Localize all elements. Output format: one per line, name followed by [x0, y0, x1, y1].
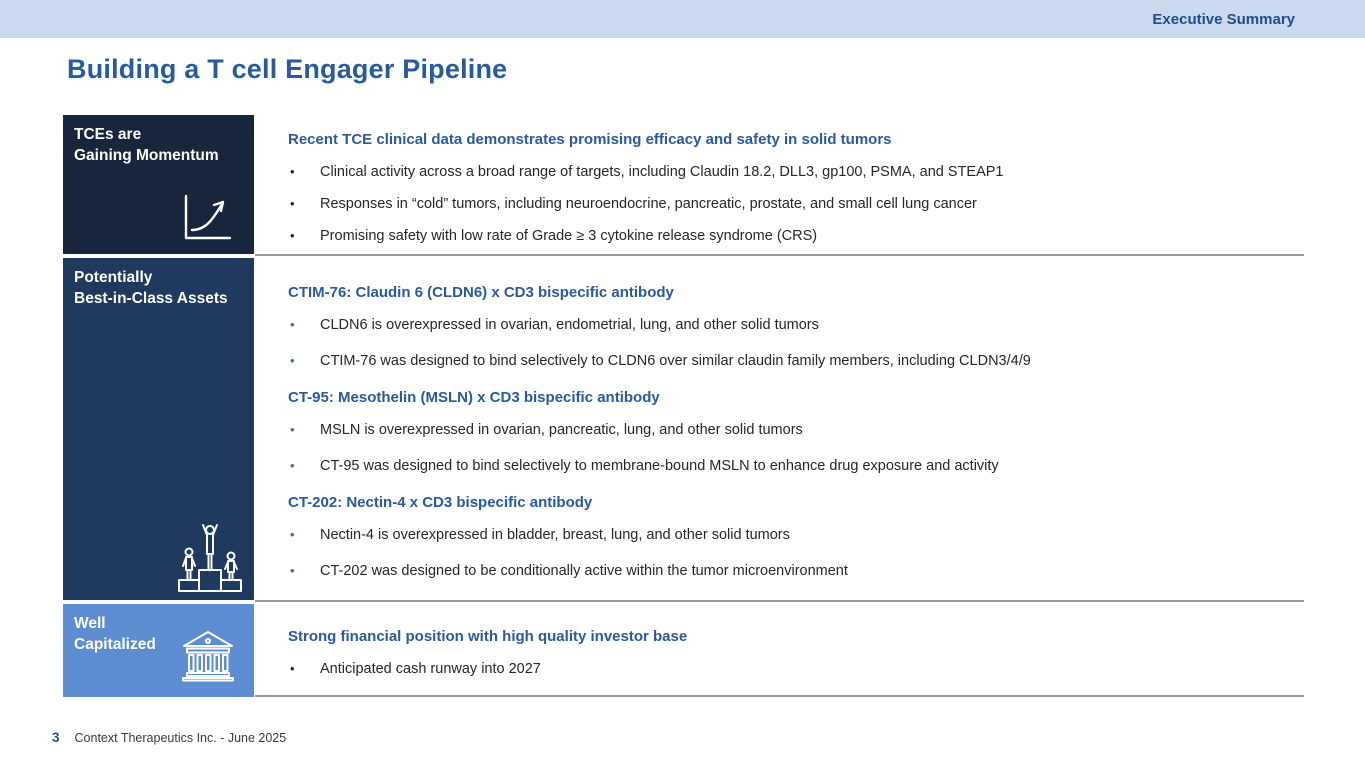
winner-podium-icon: [178, 524, 242, 592]
bullet-item: • Promising safety with low rate of Grad…: [288, 226, 1308, 246]
bullet-item: • Nectin-4 is overexpressed in bladder, …: [288, 525, 1308, 545]
bullet-marker: •: [290, 458, 295, 473]
box-label: TCEs are Gaining Momentum: [74, 126, 219, 164]
bullet-text: Anticipated cash runway into 2027: [320, 661, 541, 677]
section-ctim76: CTIM-76: Claudin 6 (CLDN6) x CD3 bispeci…: [288, 283, 1308, 371]
section-divider: [255, 600, 1304, 602]
growth-chart-icon: [184, 194, 232, 240]
bullet-marker: •: [290, 353, 295, 368]
bullet-item: • CT-95 was designed to bind selectively…: [288, 456, 1308, 476]
section-heading: Strong financial position with high qual…: [288, 628, 688, 645]
bullet-text: Responses in “cold” tumors, including ne…: [320, 196, 977, 212]
slide-header-bar: Executive Summary: [0, 0, 1365, 38]
bullet-marker: •: [290, 228, 295, 243]
header-label: Executive Summary: [1152, 10, 1295, 28]
bullet-item: • CLDN6 is overexpressed in ovarian, end…: [288, 315, 1308, 335]
sidebar-box-well-capitalized: Well Capitalized: [63, 604, 254, 697]
bullet-text: CT-202 was designed to be conditionally …: [320, 563, 848, 579]
bullet-text: MSLN is overexpressed in ovarian, pancre…: [320, 422, 803, 438]
slide-footer: 3 Context Therapeutics Inc. - June 2025: [52, 730, 286, 745]
page-number: 3: [52, 730, 60, 745]
box-label: Well Capitalized: [74, 615, 156, 653]
bullet-marker: •: [290, 422, 295, 437]
bullet-marker: •: [290, 164, 295, 179]
box-label: Potentially Best-in-Class Assets: [74, 269, 228, 307]
bullet-text: CTIM-76 was designed to bind selectively…: [320, 353, 1031, 369]
sidebar-box-tce-momentum: TCEs are Gaining Momentum: [63, 115, 254, 254]
bullet-text: CLDN6 is overexpressed in ovarian, endom…: [320, 317, 819, 333]
section-financial-position: Strong financial position with high qual…: [288, 627, 1308, 679]
section-ct202: CT-202: Nectin-4 x CD3 bispecific antibo…: [288, 493, 1308, 581]
bullet-text: Nectin-4 is overexpressed in bladder, br…: [320, 527, 790, 543]
bullet-marker: •: [290, 527, 295, 542]
section-heading: CT-95: Mesothelin (MSLN) x CD3 bispecifi…: [288, 389, 660, 406]
bullet-marker: •: [290, 661, 295, 676]
bullet-item: • MSLN is overexpressed in ovarian, panc…: [288, 420, 1308, 440]
bank-building-icon: [182, 631, 234, 682]
section-heading: Recent TCE clinical data demonstrates pr…: [288, 131, 892, 148]
section-tce-clinical-data: Recent TCE clinical data demonstrates pr…: [288, 130, 1308, 246]
footer-text: Context Therapeutics Inc. - June 2025: [74, 731, 287, 745]
section-heading: CT-202: Nectin-4 x CD3 bispecific antibo…: [288, 494, 593, 511]
bullet-text: Clinical activity across a broad range o…: [320, 164, 1004, 180]
section-divider: [255, 695, 1304, 697]
bullet-marker: •: [290, 317, 295, 332]
sidebar-box-best-in-class: Potentially Best-in-Class Assets: [63, 258, 254, 600]
bullet-marker: •: [290, 563, 295, 578]
bullet-item: • Clinical activity across a broad range…: [288, 162, 1308, 182]
section-divider: [255, 254, 1304, 256]
bullet-text: CT-95 was designed to bind selectively t…: [320, 458, 999, 474]
section-heading: CTIM-76: Claudin 6 (CLDN6) x CD3 bispeci…: [288, 284, 674, 301]
bullet-item: • Anticipated cash runway into 2027: [288, 659, 1308, 679]
bullet-marker: •: [290, 196, 295, 211]
bullet-text: Promising safety with low rate of Grade …: [320, 228, 818, 244]
bullet-item: • CT-202 was designed to be conditionall…: [288, 561, 1308, 581]
bullet-item: • CTIM-76 was designed to bind selective…: [288, 351, 1308, 371]
bullet-item: • Responses in “cold” tumors, including …: [288, 194, 1308, 214]
page-title: Building a T cell Engager Pipeline: [67, 54, 508, 84]
section-ct95: CT-95: Mesothelin (MSLN) x CD3 bispecifi…: [288, 388, 1308, 476]
